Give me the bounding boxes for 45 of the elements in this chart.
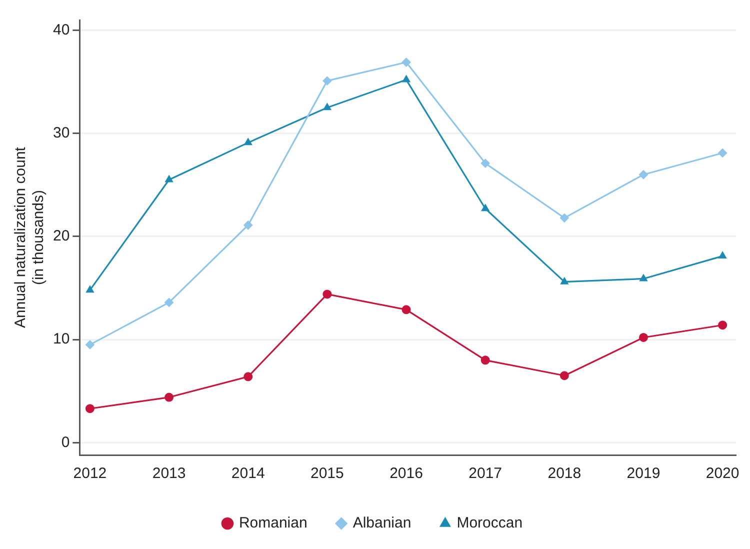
legend-label: Romanian [238,514,308,532]
point [481,204,490,212]
point [402,58,411,67]
y-axis-title: Annual naturalization count (in thousands) [12,146,48,328]
x-tick-label: 2016 [390,465,423,482]
x-tick-label: 2012 [73,465,107,482]
point [244,138,252,146]
point [85,340,94,350]
y-tick-label: 10 [52,330,70,348]
y-tick-label: 30 [52,124,70,142]
point [640,274,648,282]
x-tick-label: 2013 [152,465,186,482]
y-tick-label: 0 [61,434,70,451]
point [638,170,648,180]
point [718,252,727,259]
x-tick-label: 2017 [468,465,502,482]
point [560,371,569,380]
legend-label: Moroccan [456,514,523,532]
point [480,356,490,365]
x-tick-label: 2014 [231,465,265,482]
point [323,103,332,110]
point [164,392,174,402]
point [560,213,569,222]
point [244,220,253,230]
point [638,332,648,342]
point [322,76,332,86]
y-tick-label: 40 [52,21,70,38]
point [322,290,332,299]
x-tick-label: 2018 [548,465,582,482]
point [480,158,490,168]
point [165,175,174,182]
point [560,277,568,284]
y-tick-label: 20 [52,228,70,245]
point [718,320,728,330]
x-tick-label: 2015 [310,465,344,482]
point [85,404,94,414]
point [164,298,174,307]
point [86,286,94,293]
point [402,75,410,82]
x-tick-label: 2019 [626,465,660,482]
point [402,305,411,314]
legend-label: Albanian [352,514,412,532]
x-tick-label: 2020 [706,465,740,482]
point [244,372,253,382]
point [718,148,728,158]
